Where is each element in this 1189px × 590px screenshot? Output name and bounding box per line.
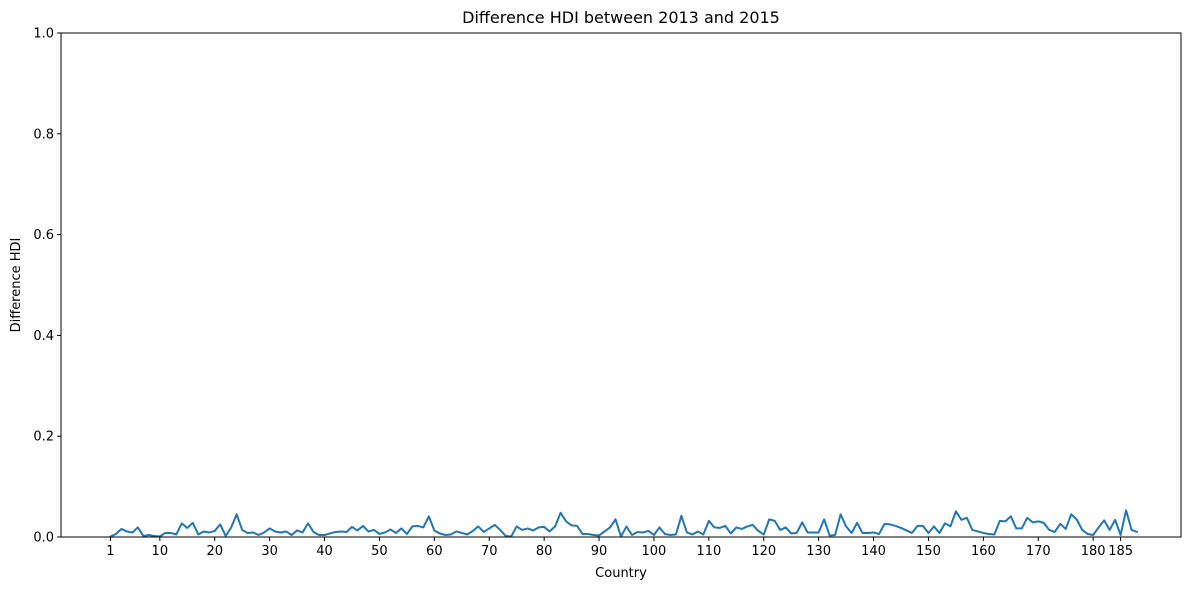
series-layer: [109, 509, 1139, 538]
x-tick-label: 10: [152, 544, 169, 559]
plot-frame: [60, 32, 1182, 538]
x-tick-label: 90: [591, 544, 608, 559]
x-axis: 1 10 20 30 40 50 60 70 80 90 100 110 120 130 140 150 160…: [106, 537, 1133, 559]
x-tick-label: 100: [642, 544, 667, 559]
x-tick-label: 50: [371, 544, 388, 559]
y-tick-label: 0.6: [33, 228, 54, 243]
series-line: [109, 509, 1139, 538]
x-tick-label: 40: [316, 544, 333, 559]
x-tick-label: 185: [1108, 544, 1133, 559]
y-tick-label: 0.2: [33, 430, 54, 445]
x-tick-label: 80: [536, 544, 553, 559]
x-tick-label: 1: [106, 544, 114, 559]
x-tick-label: 60: [426, 544, 443, 559]
plot-area: [61, 33, 1181, 537]
y-tick-label: 0.0: [33, 531, 54, 546]
x-tick-label: 70: [481, 544, 498, 559]
x-tick-label: 180: [1081, 544, 1106, 559]
x-tick-label: 120: [751, 544, 776, 559]
x-tick-label: 170: [1026, 544, 1051, 559]
x-tick-label: 110: [696, 544, 721, 559]
x-tick-label: 130: [806, 544, 831, 559]
x-tick-label: 20: [206, 544, 223, 559]
y-tick-label: 0.8: [33, 127, 54, 142]
chart-title: Difference HDI between 2013 and 2015: [462, 8, 780, 27]
x-tick-label: 30: [261, 544, 278, 559]
y-tick-label: 0.4: [33, 329, 54, 344]
y-axis: 0.0 0.2 0.4 0.6 0.8 1.0: [33, 27, 61, 546]
x-axis-label: Country: [595, 566, 647, 581]
x-tick-label: 150: [916, 544, 941, 559]
y-axis-label: Difference HDI: [9, 238, 24, 333]
x-tick-label: 140: [861, 544, 886, 559]
y-tick-label: 1.0: [33, 27, 54, 42]
x-tick-label: 160: [971, 544, 996, 559]
